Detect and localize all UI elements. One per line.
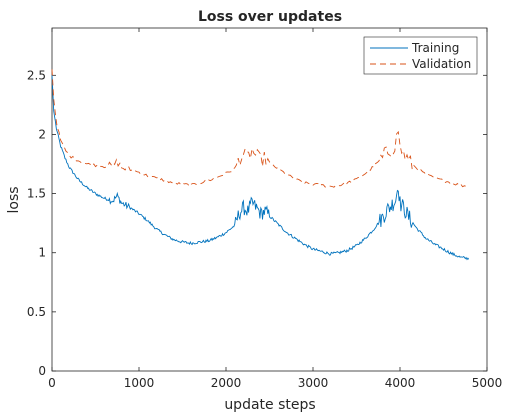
legend: Training Validation	[363, 36, 478, 75]
y-tick-label: 1.5	[27, 187, 46, 201]
legend-label-validation: Validation	[412, 57, 471, 71]
legend-label-training: Training	[411, 41, 459, 55]
x-tick-label: 3000	[298, 376, 329, 390]
y-tick-label: 1	[38, 246, 46, 260]
y-axis: 0 0.5 1 1.5 2 2.5	[27, 68, 487, 378]
legend-box	[363, 36, 478, 75]
x-tick-label: 2000	[211, 376, 242, 390]
y-tick-label: 0	[38, 364, 46, 378]
series-line-training	[51, 75, 470, 261]
x-axis-label: update steps	[224, 397, 315, 413]
plot-area	[51, 27, 488, 372]
x-axis: 0 1000 2000 3000 4000 5000	[48, 28, 502, 390]
y-tick-label: 2.5	[27, 68, 46, 82]
x-tick-label: 0	[48, 376, 56, 390]
series-line-validation	[51, 69, 469, 188]
y-tick-label: 2	[38, 127, 46, 141]
x-tick-label: 5000	[472, 376, 503, 390]
chart-title: Loss over updates	[198, 9, 342, 25]
x-tick-label: 4000	[385, 376, 416, 390]
y-axis-label: loss	[6, 186, 22, 213]
x-tick-label: 1000	[124, 376, 155, 390]
y-tick-label: 0.5	[27, 305, 46, 319]
series-layer	[51, 69, 470, 261]
